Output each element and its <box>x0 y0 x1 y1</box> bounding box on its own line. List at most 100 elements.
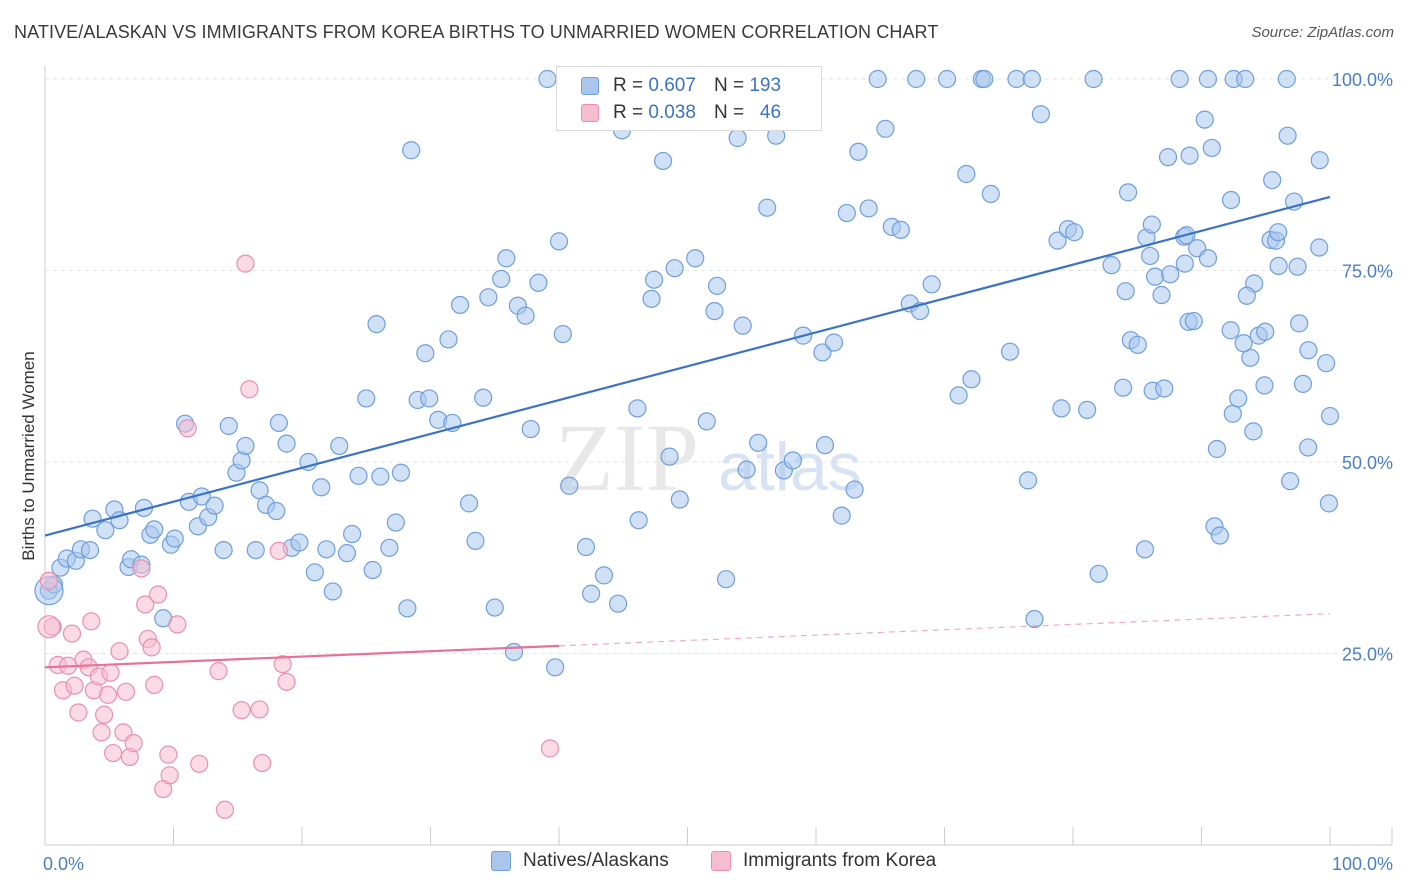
data-point-natives <box>1221 190 1241 210</box>
data-point-korea <box>269 541 288 560</box>
data-point-natives <box>907 69 926 89</box>
data-point-korea <box>92 723 111 742</box>
data-point-korea <box>168 615 187 634</box>
data-point-natives <box>1281 472 1300 491</box>
data-point-natives <box>529 273 548 292</box>
data-point-korea <box>273 655 292 674</box>
data-point-natives <box>277 434 296 453</box>
data-point-natives <box>349 466 368 485</box>
data-point-natives <box>859 199 878 218</box>
data-point-natives <box>749 433 768 452</box>
data-point-natives <box>1114 378 1133 397</box>
data-point-natives <box>1255 376 1274 395</box>
data-point-natives <box>716 570 736 589</box>
tick-labels: 25.0% 50.0% 75.0% 100.0% 0.0% 100.0% <box>43 70 1393 874</box>
data-point-natives <box>305 563 324 582</box>
y-tick-label: 100.0% <box>1332 70 1393 90</box>
data-point-natives <box>553 324 572 344</box>
data-point-natives <box>832 506 851 525</box>
data-point-korea <box>104 743 123 763</box>
data-point-natives <box>686 249 705 268</box>
data-point-natives <box>707 276 727 295</box>
data-point-korea <box>236 254 255 273</box>
data-point-natives <box>957 164 976 184</box>
data-point-natives <box>267 501 286 521</box>
data-point-natives <box>485 598 504 617</box>
data-point-natives <box>628 399 647 418</box>
data-point-natives <box>219 416 238 436</box>
data-point-natives <box>343 524 362 544</box>
data-point-natives <box>145 520 164 539</box>
data-point-natives <box>290 533 309 552</box>
data-point-natives <box>697 412 716 431</box>
data-point-natives <box>1007 69 1026 89</box>
data-point-natives <box>367 315 386 334</box>
data-point-natives <box>705 301 724 321</box>
data-point-natives <box>1048 231 1067 250</box>
data-point-korea <box>142 638 161 657</box>
data-point-natives <box>402 141 421 160</box>
data-point-korea <box>101 663 120 682</box>
legend-r-value: 0.607 <box>648 75 696 96</box>
data-point-natives <box>479 288 498 307</box>
data-point-korea <box>178 419 197 438</box>
data-point-natives <box>1184 311 1203 331</box>
data-point-natives <box>1293 374 1313 393</box>
data-point-natives <box>1135 540 1155 559</box>
data-point-natives <box>1102 256 1121 275</box>
data-point-korea <box>215 800 234 819</box>
data-point-natives <box>868 69 887 89</box>
data-point-korea <box>209 662 228 681</box>
data-point-natives <box>849 142 868 161</box>
data-point-natives <box>733 316 752 335</box>
data-point-natives <box>1269 223 1288 242</box>
data-point-natives <box>1269 256 1288 276</box>
data-point-natives <box>474 388 493 407</box>
data-point-natives <box>644 270 664 289</box>
data-point-korea <box>148 585 168 604</box>
data-point-natives <box>845 480 864 499</box>
data-point-natives <box>758 198 777 217</box>
data-point-natives <box>1155 379 1174 398</box>
grid-lines <box>45 78 1392 654</box>
legend-n-value: 46 <box>759 102 782 123</box>
data-point-natives <box>549 232 569 251</box>
trend-line-korea <box>44 644 560 669</box>
data-point-natives <box>214 540 233 560</box>
data-point-natives <box>981 184 1000 203</box>
data-point-korea <box>160 766 179 785</box>
data-point-natives <box>728 128 747 148</box>
data-point-natives <box>1207 439 1227 459</box>
data-point-korea <box>253 753 272 773</box>
data-point-natives <box>609 594 628 613</box>
data-point-natives <box>1234 334 1253 353</box>
data-point-natives <box>560 476 579 495</box>
legend-r-label: R = <box>613 102 644 123</box>
data-point-natives <box>922 275 941 294</box>
legend-item-korea[interactable]: Immigrants from Korea <box>711 850 936 872</box>
legend-swatch-natives <box>491 851 511 871</box>
trend-lines <box>44 195 1331 669</box>
data-point-natives <box>737 460 756 479</box>
series-natives-points <box>34 69 1340 677</box>
data-point-korea <box>65 676 84 695</box>
data-point-natives <box>330 436 349 456</box>
data-point-natives <box>1198 69 1218 89</box>
data-point-natives <box>380 538 399 557</box>
data-point-korea <box>132 559 151 578</box>
data-point-natives <box>96 521 115 540</box>
data-point-natives <box>80 540 100 560</box>
data-point-natives <box>1277 69 1296 89</box>
legend-item-natives[interactable]: Natives/Alaskans <box>491 850 669 872</box>
data-point-natives <box>1078 400 1097 420</box>
data-point-natives <box>1018 471 1038 490</box>
y-tick-label: 50.0% <box>1342 453 1393 473</box>
data-point-natives <box>1158 148 1178 167</box>
data-point-natives <box>420 389 439 408</box>
data-point-natives <box>642 289 661 308</box>
data-point-korea <box>39 571 58 590</box>
data-point-natives <box>1210 526 1229 545</box>
data-point-natives <box>1118 183 1138 202</box>
data-point-natives <box>1319 494 1339 513</box>
data-point-natives <box>949 386 968 405</box>
